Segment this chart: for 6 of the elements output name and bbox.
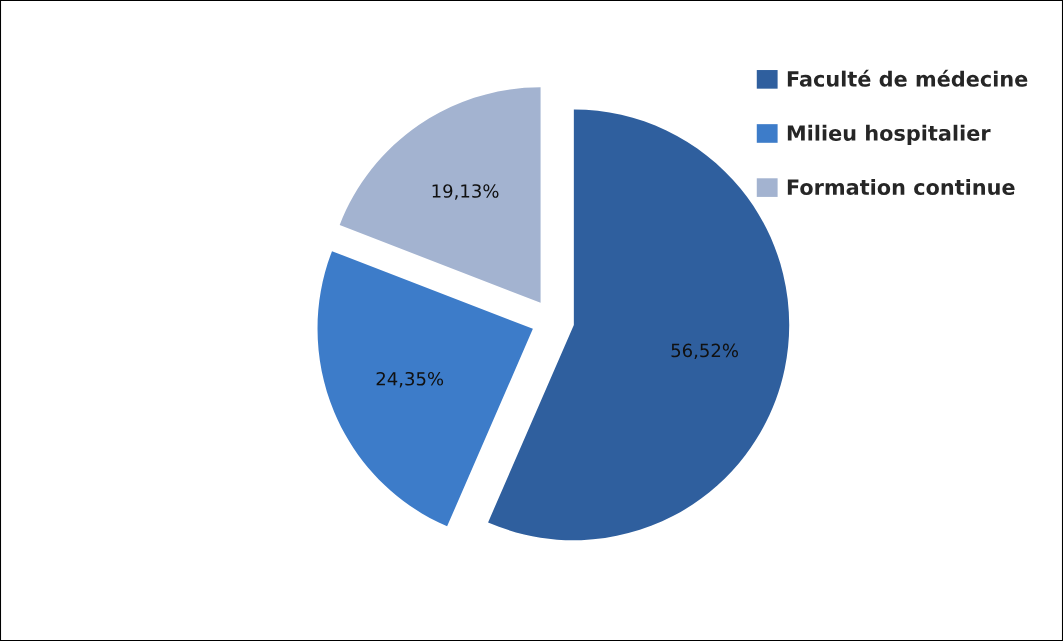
data-label: 56,52% — [671, 343, 739, 360]
data-label: 19,13% — [432, 184, 499, 200]
legend-label: Formation continue — [787, 178, 1015, 196]
legend-label: Faculté de médecine — [787, 69, 1028, 87]
legend-label: Milieu hospitalier — [787, 124, 991, 145]
data-label: 24,35% — [376, 371, 444, 388]
